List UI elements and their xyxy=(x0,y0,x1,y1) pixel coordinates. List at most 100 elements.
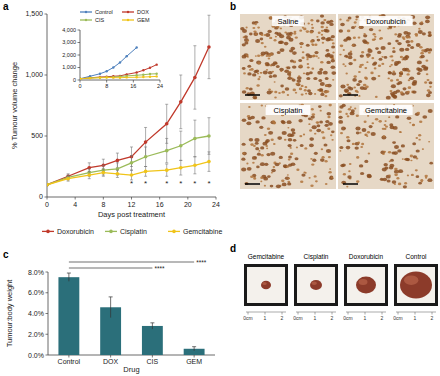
cell-texture xyxy=(255,142,259,145)
cell-texture xyxy=(326,49,330,52)
y-tick xyxy=(78,67,81,68)
cell-texture xyxy=(427,178,432,182)
marker xyxy=(144,170,148,174)
legend-marker xyxy=(46,230,50,234)
cell-texture xyxy=(314,93,316,95)
x-tick-label: 20 xyxy=(184,201,192,208)
cell-texture xyxy=(399,75,402,77)
cell-texture xyxy=(428,31,432,34)
y-tick xyxy=(78,55,81,56)
cell-texture xyxy=(415,169,418,171)
line-chart: 0481216202405001,0001,500Days post treat… xyxy=(10,10,222,235)
significance-label: **** xyxy=(154,265,165,272)
cell-texture xyxy=(275,163,280,167)
error-bar xyxy=(193,157,196,174)
cell-texture xyxy=(264,46,267,48)
cell-texture xyxy=(288,138,293,141)
cell-texture xyxy=(243,36,246,38)
y-tick-label: 0.0% xyxy=(28,352,44,359)
cell-texture xyxy=(418,139,420,141)
cell-texture xyxy=(358,37,361,39)
cell-texture xyxy=(266,63,270,66)
cell-texture xyxy=(273,74,277,77)
x-tick-label: 8 xyxy=(105,83,108,89)
cell-texture xyxy=(310,40,313,43)
cell-texture xyxy=(252,27,255,29)
cell-texture xyxy=(253,145,256,147)
legend-line xyxy=(80,11,92,12)
cell-texture xyxy=(277,26,280,28)
cell-texture xyxy=(309,71,313,74)
cell-texture xyxy=(400,56,403,58)
x-tick-label: 16 xyxy=(156,201,164,208)
cell-texture xyxy=(280,28,282,30)
cell-texture xyxy=(325,183,328,185)
cell-texture xyxy=(287,66,291,69)
panel-label: b xyxy=(230,1,236,12)
cell-texture xyxy=(395,40,399,43)
tumour-photo: Doxorubicin0cm12 xyxy=(343,253,388,321)
cell-texture xyxy=(340,84,345,88)
bar xyxy=(58,277,79,355)
cell-texture xyxy=(398,169,403,173)
micrograph-bg xyxy=(240,103,336,189)
line-chart: 08162401,0002,0003,0004,000ControlDOXCIS… xyxy=(62,9,163,89)
cell-texture xyxy=(391,84,396,88)
figure: abcd0481216202405001,0001,500Days post t… xyxy=(0,0,440,376)
y-tick xyxy=(45,136,48,137)
cell-texture xyxy=(317,39,321,42)
bar-chart: 0.0%2.0%4.0%6.0%8.0%Tumour:body weightDr… xyxy=(5,259,215,375)
cell-texture xyxy=(299,42,303,45)
legend-marker xyxy=(85,11,87,13)
cell-texture xyxy=(392,50,396,53)
cell-texture xyxy=(369,28,373,31)
micrograph: Doxorubicin xyxy=(338,14,434,100)
cell-texture xyxy=(344,55,348,58)
cell-texture xyxy=(242,152,245,154)
panel-label: d xyxy=(230,243,236,254)
tumour-photo: Control0cm12 xyxy=(393,253,438,321)
cell-texture xyxy=(416,157,419,159)
cell-texture xyxy=(298,119,302,122)
cell-texture xyxy=(380,178,384,181)
cell-texture xyxy=(420,52,424,55)
cell-texture xyxy=(330,134,332,136)
cell-texture xyxy=(266,148,268,150)
cell-texture xyxy=(386,175,391,179)
x-tick-label: 24 xyxy=(212,201,220,208)
cell-texture xyxy=(413,124,415,126)
cell-texture xyxy=(407,73,410,75)
tumour xyxy=(261,281,271,290)
error-bar xyxy=(207,15,210,78)
cell-texture xyxy=(322,156,325,158)
cell-texture xyxy=(425,177,427,179)
cell-texture xyxy=(312,44,315,46)
cell-texture xyxy=(382,128,385,130)
cell-texture xyxy=(302,51,305,53)
error-bar xyxy=(179,160,182,175)
y-axis-label: Tumour:body weight xyxy=(5,279,14,348)
cell-texture xyxy=(288,144,292,147)
y-axis-label: % Tumour volume change xyxy=(10,62,19,149)
marker xyxy=(125,55,127,57)
cell-texture xyxy=(273,166,276,168)
cell-texture xyxy=(359,132,361,134)
cell-texture xyxy=(390,79,393,82)
cell-texture xyxy=(308,92,312,95)
cell-texture xyxy=(348,108,351,111)
photo-frame xyxy=(394,264,438,306)
cell-texture xyxy=(249,59,253,62)
micrograph-label: Gemcitabine xyxy=(365,106,407,115)
cell-texture xyxy=(429,86,432,88)
marker xyxy=(47,183,49,187)
cell-texture xyxy=(320,93,324,96)
photo-label: Control xyxy=(406,253,428,260)
cell-texture xyxy=(293,139,297,142)
cell-texture xyxy=(329,104,332,107)
micrograph-label: Saline xyxy=(278,17,299,26)
cell-texture xyxy=(300,144,304,147)
error-bar xyxy=(88,171,91,178)
micrograph-bg xyxy=(338,14,434,100)
cell-texture xyxy=(329,54,334,58)
cell-texture xyxy=(426,60,429,62)
